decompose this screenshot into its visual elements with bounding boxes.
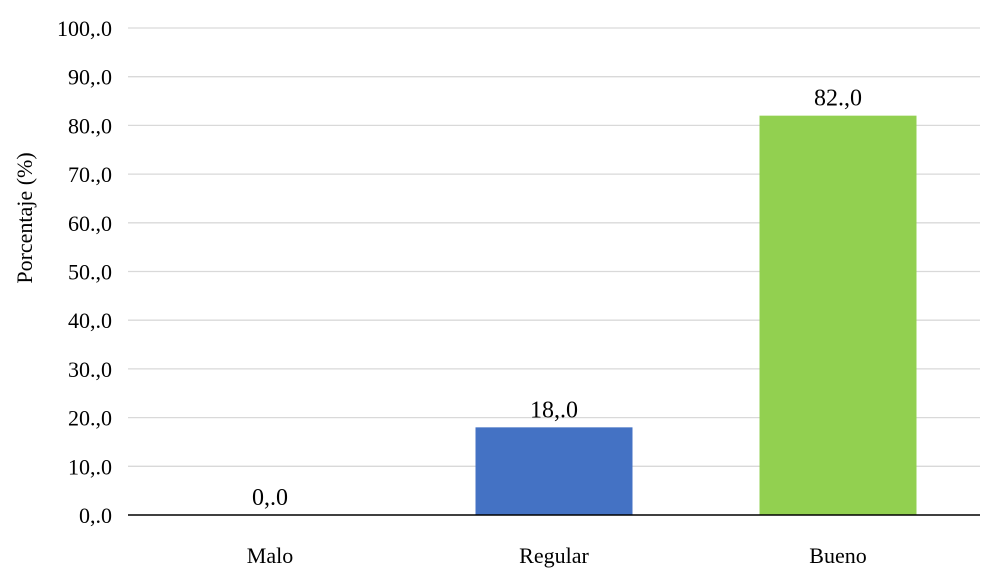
x-category-label: Regular [519, 543, 589, 568]
data-label-malo: 0,.0 [252, 485, 288, 511]
y-tick-label: 0,.0 [79, 503, 112, 528]
y-axis-ticks: 0,.0 10,.0 20.,0 30.,0 40,.0 50.,0 60.,0 70.,0 8… [57, 16, 112, 528]
y-tick-label: 90,.0 [68, 65, 112, 90]
data-label-bueno: 82.,0 [814, 86, 862, 112]
y-tick-label: 70.,0 [68, 162, 112, 187]
y-tick-label: 100,.0 [57, 16, 112, 41]
y-tick-label: 20.,0 [68, 406, 112, 431]
bar-regular [475, 427, 633, 515]
bar-bueno [759, 115, 917, 515]
y-tick-label: 30.,0 [68, 357, 112, 382]
y-tick-label: 80.,0 [68, 113, 112, 138]
x-axis-categories: Malo Regular Bueno [247, 543, 867, 568]
y-tick-label: 10,.0 [68, 454, 112, 479]
bars [475, 115, 917, 515]
gridlines [128, 27, 980, 467]
x-category-label: Bueno [809, 543, 866, 568]
y-tick-label: 50.,0 [68, 260, 112, 285]
y-tick-label: 60.,0 [68, 211, 112, 236]
y-tick-label: 40,.0 [68, 308, 112, 333]
x-category-label: Malo [247, 543, 293, 568]
data-label-regular: 18,.0 [530, 397, 578, 423]
data-labels: 0,.0 18,.0 82.,0 [252, 86, 862, 511]
y-axis-title: Porcentaje (%) [12, 152, 37, 283]
